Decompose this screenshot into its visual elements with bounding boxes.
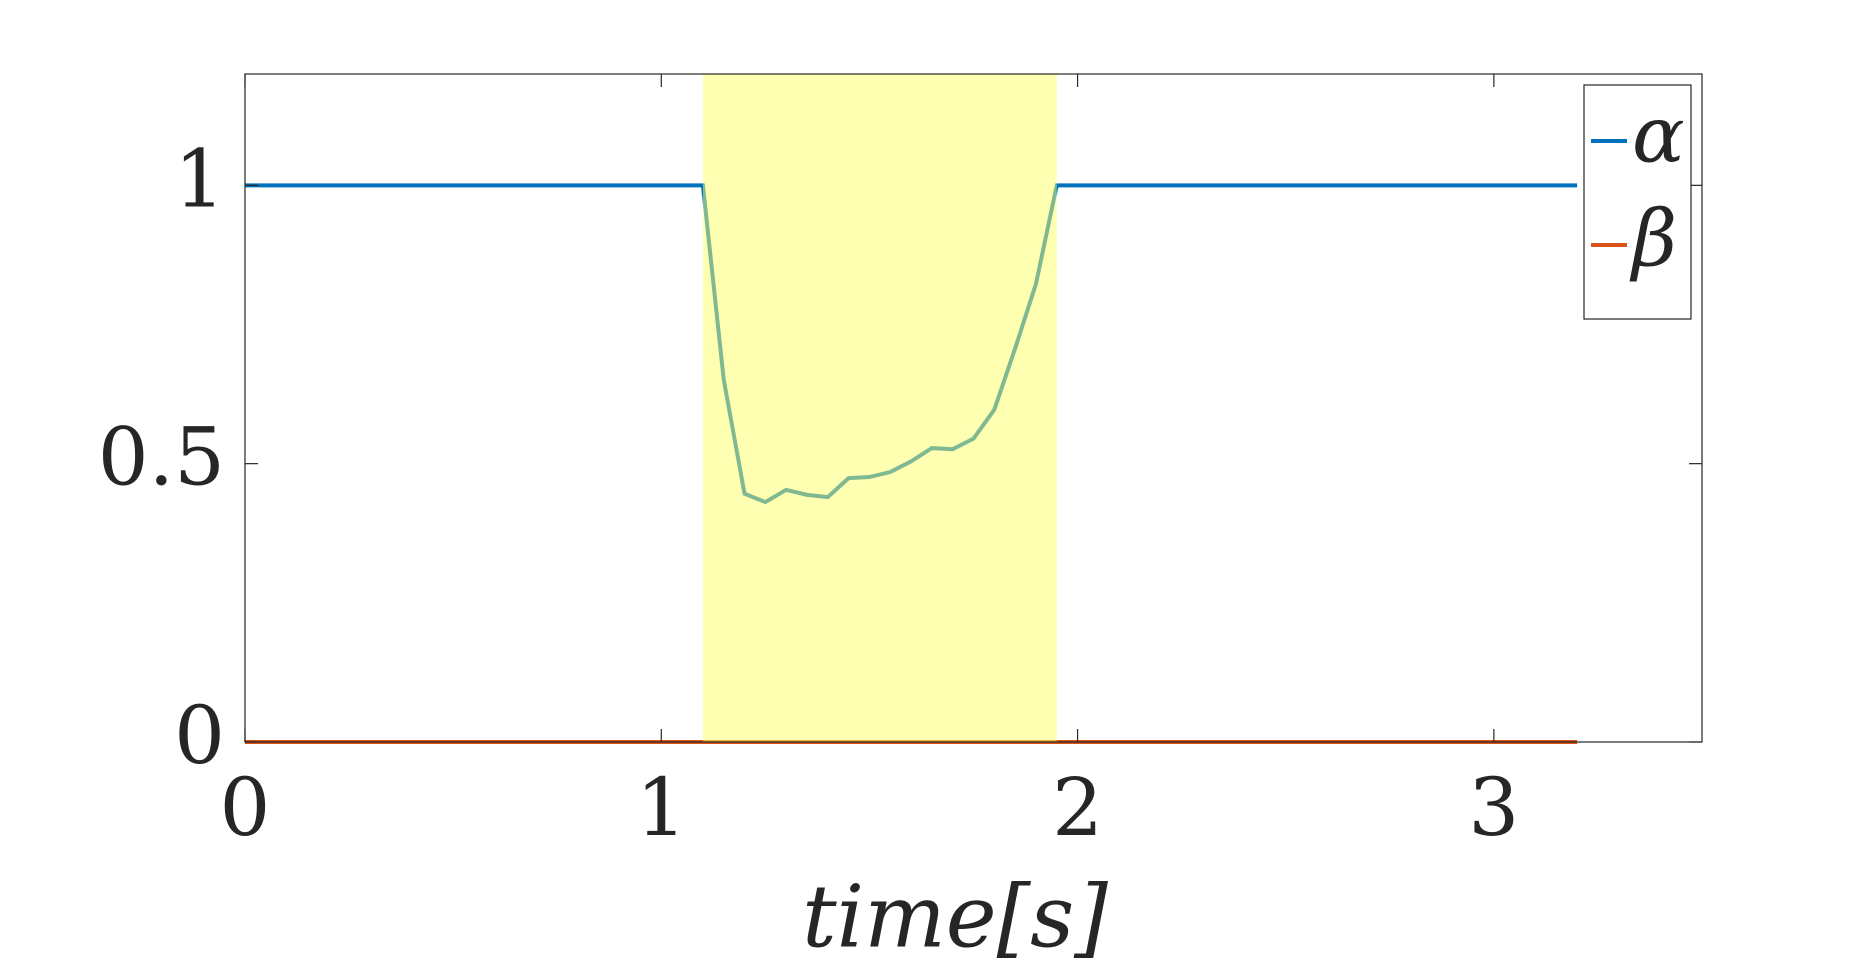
y-tick-label: 1 <box>174 132 225 225</box>
legend-label: β <box>1629 195 1677 285</box>
y-tick-label: 0.5 <box>98 411 225 504</box>
x-tick-label: 3 <box>1468 761 1519 854</box>
x-axis-label: time[s] <box>802 868 1108 968</box>
y-tick-label: 0 <box>174 689 225 782</box>
legend-label: α <box>1632 91 1685 181</box>
x-tick-label: 2 <box>1052 761 1103 854</box>
legend-box <box>1583 84 1692 320</box>
highlight-region <box>702 74 1057 742</box>
x-tick-label: 1 <box>636 761 687 854</box>
x-tick-label: 0 <box>220 761 271 854</box>
plot-frame <box>244 73 1703 743</box>
